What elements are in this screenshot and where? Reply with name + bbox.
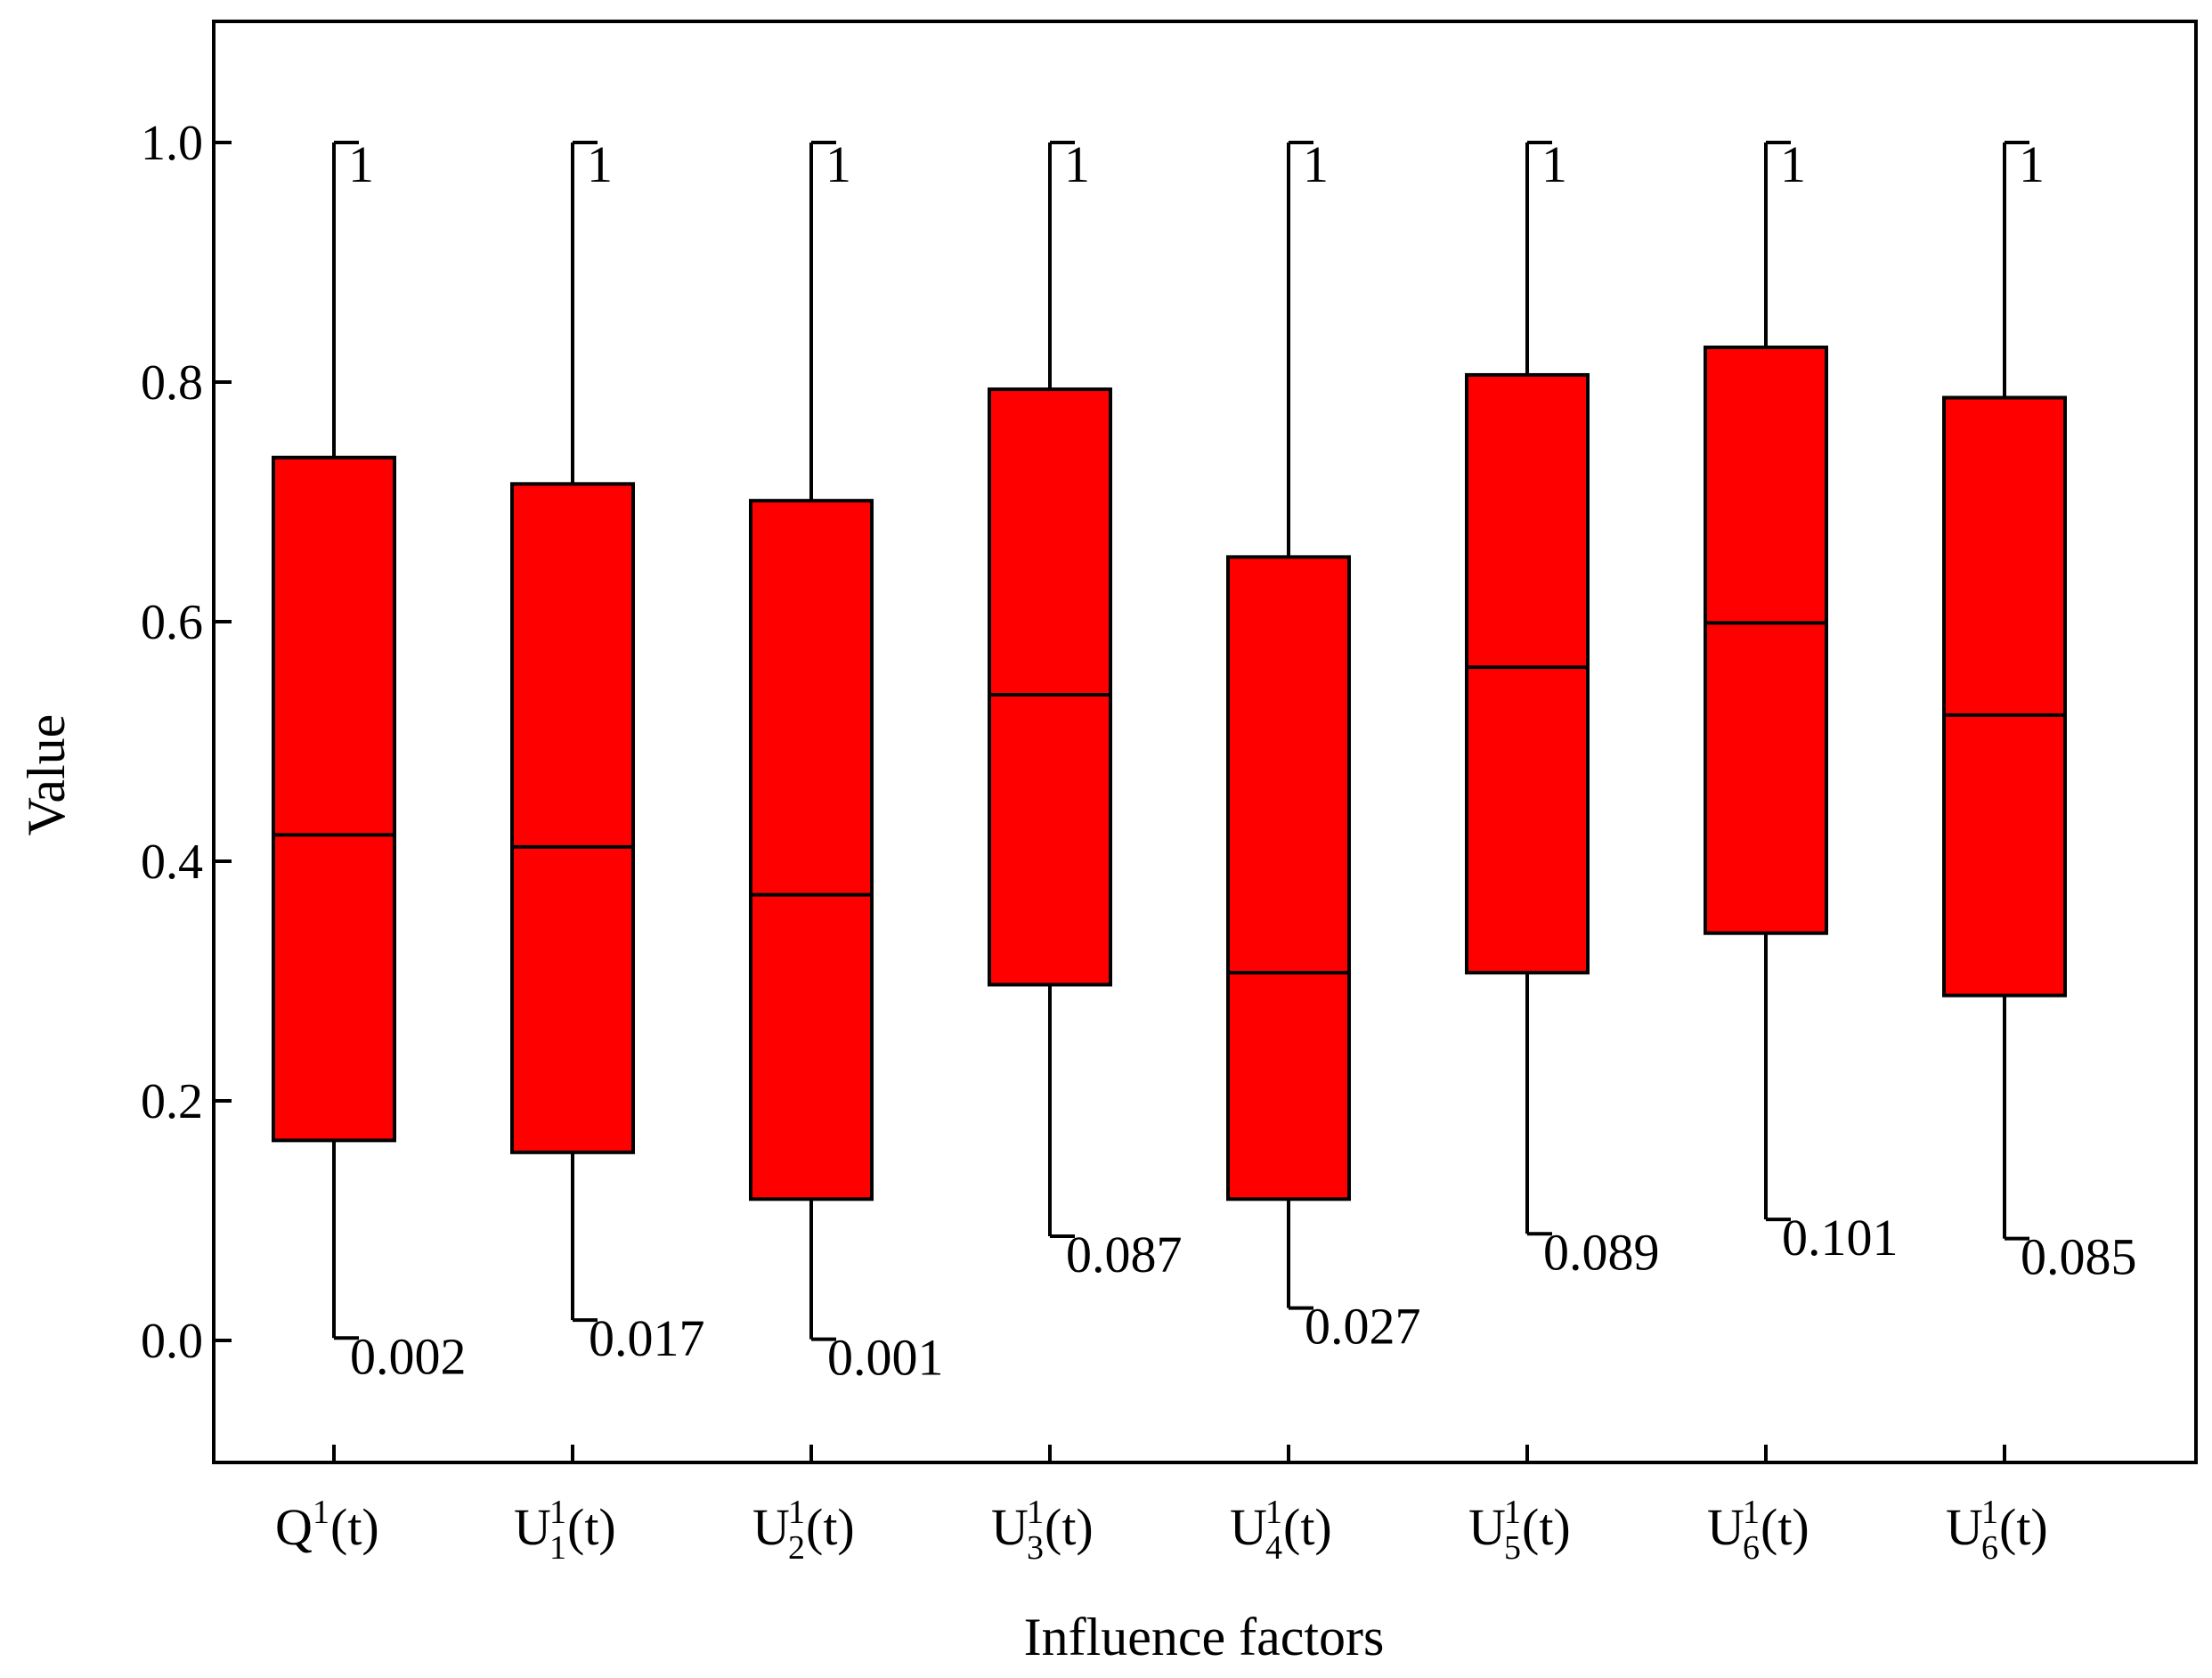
x-category-superscript: 1 — [1027, 1494, 1044, 1531]
y-tick-label: 0.8 — [141, 355, 203, 411]
x-category-argument: (t) — [1045, 1498, 1094, 1556]
x-category-subscript: 1 — [549, 1529, 566, 1567]
x-category-argument: (t) — [806, 1498, 855, 1556]
min-value-label: 0.001 — [827, 1329, 944, 1387]
x-category-label: Q 1 (t) — [275, 1494, 379, 1556]
y-tick-label: 0.6 — [141, 595, 203, 650]
x-category-base: U — [1946, 1498, 1983, 1556]
y-axis-title: Value — [17, 714, 76, 836]
max-value-label: 1 — [1303, 135, 1329, 193]
iqr-box — [1226, 555, 1351, 1201]
min-value-label: 0.089 — [1543, 1223, 1660, 1281]
x-category-subscript: 3 — [1027, 1529, 1044, 1567]
min-value-label: 0.087 — [1066, 1226, 1183, 1283]
min-value-label: 0.027 — [1305, 1298, 1421, 1356]
y-tick-label: 0.4 — [141, 835, 203, 890]
max-value-label: 1 — [1541, 135, 1567, 193]
max-value-label: 1 — [825, 135, 851, 193]
min-value-label: 0.085 — [2021, 1228, 2137, 1286]
iqr-box — [749, 499, 874, 1201]
x-category-superscript: 1 — [1504, 1494, 1521, 1531]
x-category-argument: (t) — [330, 1498, 379, 1556]
x-axis-title: Influence factors — [1024, 1608, 1385, 1666]
max-value-label: 1 — [1064, 135, 1090, 193]
x-category-subscript: 6 — [1743, 1529, 1760, 1567]
x-category-superscript: 1 — [1743, 1494, 1760, 1531]
x-category-base: U — [1707, 1498, 1744, 1556]
iqr-box — [510, 482, 635, 1154]
x-category-argument: (t) — [1522, 1498, 1571, 1556]
y-tick-label: 0.0 — [141, 1314, 203, 1369]
iqr-box — [1704, 345, 1828, 935]
x-category-subscript: 6 — [1981, 1529, 1998, 1567]
iqr-box — [1465, 372, 1590, 975]
x-category-label: U15 (t) — [1468, 1494, 1571, 1567]
x-category-label: U12 (t) — [752, 1494, 855, 1567]
y-tick-label: 1.0 — [141, 116, 203, 171]
x-category-base: U — [991, 1498, 1029, 1556]
x-category-label: U11 (t) — [514, 1494, 616, 1567]
max-value-label: 1 — [1780, 135, 1806, 193]
x-category-label: U16 (t) — [1707, 1494, 1809, 1567]
min-value-label: 0.017 — [589, 1309, 705, 1367]
x-category-base: U — [1230, 1498, 1267, 1556]
x-category-subscript: 2 — [788, 1529, 805, 1567]
x-category-subscript: 5 — [1504, 1529, 1521, 1567]
x-category-label: U13 (t) — [991, 1494, 1094, 1567]
x-category-superscript: 1 — [1981, 1494, 1998, 1531]
x-category-label: U14 (t) — [1230, 1494, 1332, 1567]
x-category-argument: (t) — [567, 1498, 616, 1556]
x-category-label: U16 (t) — [1946, 1494, 2048, 1567]
min-value-label: 0.002 — [350, 1327, 467, 1385]
x-category-argument: (t) — [1761, 1498, 1809, 1556]
max-value-label: 1 — [348, 135, 374, 193]
x-category-superscript: 1 — [788, 1494, 805, 1531]
max-value-label: 1 — [587, 135, 613, 193]
x-category-superscript: 1 — [313, 1494, 329, 1531]
max-value-label: 1 — [2019, 135, 2045, 193]
plot-frame — [212, 20, 2198, 1464]
x-category-base: U — [1468, 1498, 1506, 1556]
x-category-subscript: 4 — [1265, 1529, 1282, 1567]
x-category-superscript: 1 — [1265, 1494, 1282, 1531]
y-tick-label: 0.2 — [141, 1074, 203, 1129]
iqr-box — [272, 455, 396, 1143]
iqr-box — [988, 387, 1112, 987]
x-category-superscript: 1 — [549, 1494, 566, 1531]
x-category-argument: (t) — [1999, 1498, 2048, 1556]
x-category-base: Q — [275, 1498, 313, 1556]
x-category-base: U — [514, 1498, 551, 1556]
x-category-argument: (t) — [1283, 1498, 1332, 1556]
iqr-box — [1942, 395, 2067, 998]
min-value-label: 0.101 — [1782, 1209, 1899, 1267]
x-category-base: U — [752, 1498, 790, 1556]
